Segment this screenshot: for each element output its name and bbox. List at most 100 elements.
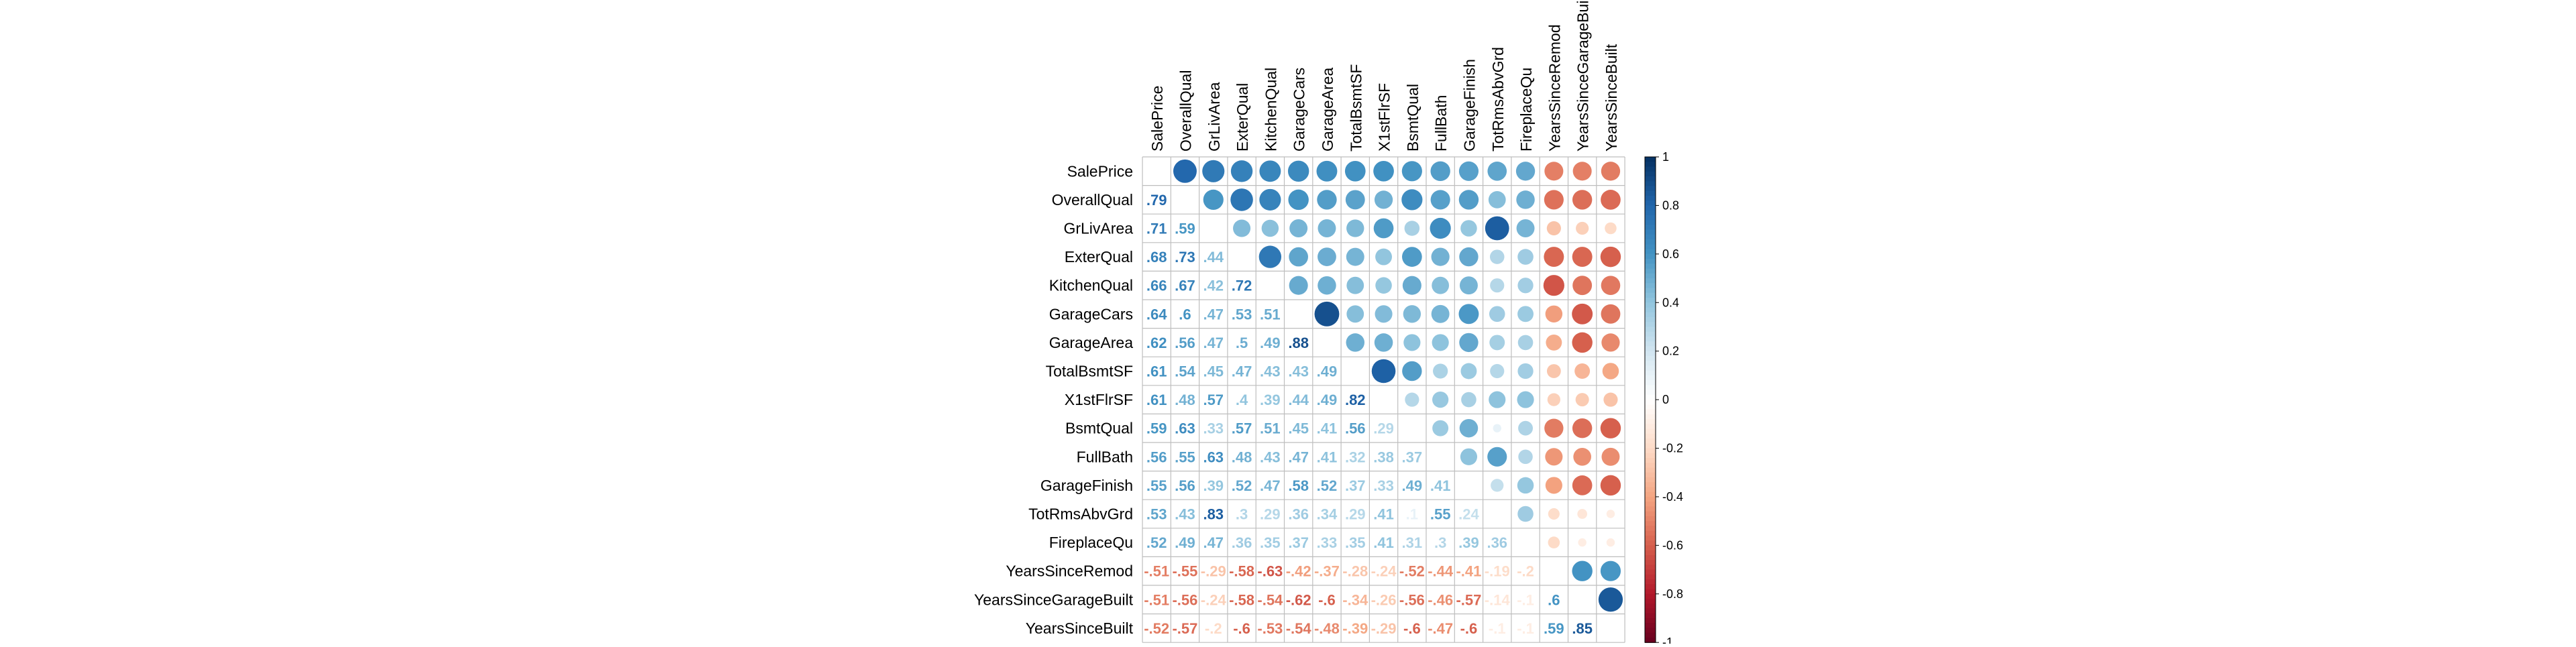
colorbar-segment [1645,351,1656,357]
correlation-value: -.52 [1399,563,1425,580]
correlation-value: -.58 [1229,563,1254,580]
colorbar-segment [1645,186,1656,192]
correlation-circle [1517,506,1534,522]
colorbar-segment [1645,467,1656,473]
correlation-circle [1346,219,1364,237]
colorbar-segment [1645,540,1656,546]
correlation-circle [1460,363,1477,379]
colorbar-segment [1645,253,1656,259]
correlation-circle [1230,160,1253,182]
correlation-circle [1460,448,1478,465]
colorbar-segment [1645,419,1656,424]
colorbar-segment [1645,380,1656,386]
colorbar-segment [1645,506,1656,512]
correlation-value: .41 [1373,506,1394,523]
row-label: YearsSinceBuilt [1026,620,1134,637]
correlation-value: .41 [1317,449,1338,465]
colorbar-segment [1645,220,1656,225]
correlation-value: .62 [1146,335,1167,351]
colorbar-segment [1645,166,1656,172]
correlation-value: .47 [1203,335,1224,351]
correlation-value: -.46 [1428,591,1453,608]
correlation-circle [1259,188,1281,211]
correlation-value: .49 [1175,534,1195,551]
correlation-circle [1344,160,1366,182]
correlation-circle [1403,334,1421,351]
correlation-value: .48 [1175,392,1195,408]
correlation-value: .36 [1487,534,1507,551]
correlation-value: .73 [1175,249,1195,266]
colorbar-tick-label: 0.2 [1662,345,1679,358]
correlation-value: -.26 [1371,591,1397,608]
correlation-circle [1460,220,1477,237]
correlation-value: .49 [1260,335,1281,351]
correlation-value: -.6 [1233,620,1250,637]
correlation-circle [1374,190,1393,209]
colorbar-segment [1645,428,1656,434]
correlation-circle [1491,479,1504,492]
colorbar-segment [1645,491,1656,497]
colorbar-segment [1645,361,1656,367]
correlation-value: -.56 [1172,591,1197,608]
correlation-circle [1487,161,1507,181]
colorbar-segment [1645,574,1656,580]
correlation-circle [1543,275,1564,296]
correlation-value: .52 [1146,534,1167,551]
correlation-value: .38 [1373,449,1394,465]
correlation-circle [1605,222,1617,235]
colorbar-segment [1645,316,1656,322]
correlation-circle [1546,364,1561,378]
row-label: FullBath [1077,448,1133,465]
correlation-value: -.54 [1286,620,1312,637]
correlation-value: -.44 [1428,563,1454,580]
correlation-circle [1404,221,1420,236]
row-label: ExterQual [1065,248,1133,266]
colorbar-segment [1645,288,1656,294]
column-label: TotalBsmtSF [1347,64,1364,152]
column-label: FullBath [1432,95,1450,152]
correlation-circle [1233,219,1251,237]
correlation-circle [1458,190,1479,210]
column-label: SalePrice [1148,86,1166,152]
colorbar-segment [1645,409,1656,415]
colorbar-segment [1645,535,1656,541]
correlation-value: .71 [1146,221,1167,237]
correlation-value: .51 [1260,306,1281,322]
correlation-circle [1202,160,1225,182]
correlation-circle [1346,333,1364,352]
row-label: X1stFlrSF [1065,391,1133,408]
colorbar-segment [1645,341,1656,347]
colorbar-segment [1645,385,1656,391]
correlation-circle [1603,392,1618,407]
correlation-circle [1572,247,1593,268]
colorbar-segment [1645,195,1656,201]
correlation-value: -.29 [1371,620,1397,637]
colorbar-segment [1645,176,1656,182]
colorbar-segment [1645,414,1656,420]
correlation-value: .64 [1146,306,1167,322]
correlation-circle [1318,219,1336,237]
correlation-value: .33 [1373,477,1394,494]
colorbar-segment [1645,205,1656,211]
correlation-value: .56 [1146,449,1167,465]
row-label: TotRmsAbvGrd [1028,506,1133,523]
correlation-value: .29 [1260,506,1281,523]
column-label: GarageFinish [1460,59,1478,152]
correlation-circle [1546,221,1561,236]
correlation-circle [1574,363,1591,379]
colorbar-segment [1645,390,1656,396]
colorbar-tick-label: 1 [1662,150,1669,164]
correlation-circle [1173,159,1197,183]
correlation-circle [1373,160,1394,182]
correlation-value: .24 [1458,506,1479,523]
column-label: KitchenQual [1262,68,1279,152]
row-label: GarageArea [1049,334,1134,351]
correlation-value: .49 [1402,477,1423,494]
correlation-circle [1572,332,1593,353]
column-label: GarageCars [1291,68,1308,152]
correlation-value: -.57 [1172,620,1197,637]
correlation-value: .36 [1288,506,1309,523]
correlation-value: .85 [1572,620,1593,637]
correlation-circle [1432,391,1449,408]
correlation-circle [1401,189,1423,211]
